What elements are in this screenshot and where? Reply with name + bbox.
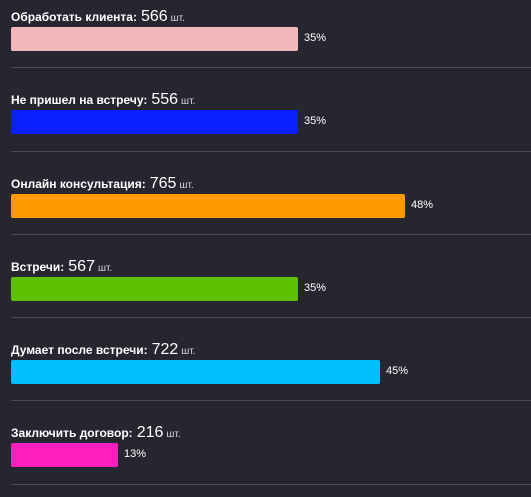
divider [11,67,531,69]
stage-unit: шт. [181,346,196,358]
stage-percent: 45% [386,365,409,378]
stage-unit: шт. [179,179,194,191]
funnel-stage-row: Не пришел на встречу: 556 шт. 35% [0,83,531,166]
divider [11,317,531,319]
stage-count: 722 [151,341,179,359]
divider [11,400,531,402]
funnel-stage-row: Обработать клиента: 566 шт. 35% [0,0,531,83]
stage-name: Встречи: [11,259,65,274]
funnel-stage-row: Думает после встречи: 722 шт. 45% [0,333,531,416]
stage-unit: шт. [97,262,113,274]
stage-bar-track: 48% [11,193,531,218]
stage-name: Думает после встречи: [11,343,148,358]
stage-unit: шт. [181,96,196,108]
stage-label: Не пришел на встречу: 556 шт. [11,91,195,111]
divider [11,483,531,485]
stage-count: 556 [151,91,179,109]
stage-name: Онлайн консультация: [11,176,146,191]
stage-bar[interactable] [11,193,405,218]
stage-name: Заключить договор: [11,426,133,441]
divider [11,150,531,152]
stage-bar-track: 35% [11,276,531,301]
stage-label: Обработать клиента: 566 шт. [11,8,185,28]
stage-bar[interactable] [11,443,118,468]
stage-count: 566 [140,8,168,25]
stage-label: Встречи: 567 шт. [11,258,112,278]
stage-name: Обработать клиента: [11,10,137,24]
stage-label: Онлайн консультация: 765 шт. [11,175,194,195]
stage-bar[interactable] [11,27,298,51]
stage-bar[interactable] [11,110,298,135]
stage-unit: шт. [166,429,181,441]
stage-bar-track: 45% [11,360,531,385]
stage-count: 765 [149,174,177,192]
stage-percent: 35% [304,32,327,44]
stage-label: Заключить договор: 216 шт. [11,424,181,444]
stage-label: Думает после встречи: 722 шт. [11,341,196,361]
stage-name: Не пришел на встречу: [11,93,148,108]
funnel-stage-row: Заключить договор: 216 шт. 13% [0,416,531,497]
stage-percent: 35% [304,115,327,128]
stage-count: 567 [68,257,95,275]
stage-unit: шт. [170,13,185,24]
funnel-stage-row: Онлайн консультация: 765 шт. 48% [0,167,531,250]
stage-bar-track: 13% [11,443,531,468]
stage-percent: 48% [411,198,434,211]
stage-bar-track: 35% [11,110,531,135]
funnel-stage-row: Встречи: 567 шт. 35% [0,250,531,333]
stage-bar[interactable] [11,360,380,385]
stage-bar[interactable] [11,276,298,301]
stage-count: 216 [136,424,164,442]
divider [11,233,531,235]
stage-bar-track: 35% [11,27,531,51]
stage-percent: 13% [124,448,147,461]
stage-percent: 35% [304,281,327,294]
